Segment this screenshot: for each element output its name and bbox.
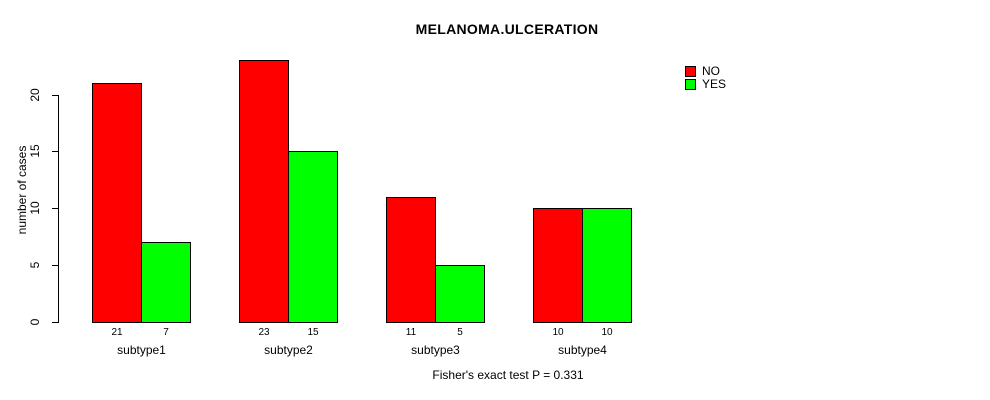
y-axis-tick [52,151,58,152]
bar-subtype2-yes [288,151,338,323]
y-axis-line [58,95,59,323]
y-axis-label: number of cases [15,145,29,235]
bar-subtype3-no [386,197,436,323]
bar-value-subtype3-yes: 5 [457,327,463,338]
legend: NO YES [685,65,726,91]
y-axis-tick-label: 10 [28,201,42,215]
y-axis-tick-label: 20 [28,88,42,102]
y-axis-tick [52,208,58,209]
y-axis-tick-label: 15 [28,144,42,158]
bar-subtype3-yes [435,265,485,323]
bar-value-subtype4-no: 10 [552,327,564,338]
legend-label-yes: YES [702,77,727,91]
legend-swatch-yes-icon [685,79,696,90]
chart-title: MELANOMA.ULCERATION [415,21,599,37]
bar-value-subtype1-no: 21 [111,327,123,338]
annotation-text: Fisher's exact test P = 0.331 [432,368,584,382]
y-axis-tick [52,265,58,266]
y-axis-tick-label: 5 [28,261,42,269]
bar-subtype4-yes [582,208,632,323]
bar-value-subtype1-yes: 7 [163,327,169,338]
bar-subtype1-yes [141,242,191,323]
bar-subtype1-no [92,83,142,323]
legend-item-yes: YES [685,78,726,91]
bar-subtype4-no [533,208,583,323]
legend-swatch-no-icon [685,66,696,77]
category-label-subtype2: subtype2 [264,343,313,357]
category-label-subtype1: subtype1 [117,343,166,357]
y-axis-tick [52,95,58,96]
bar-value-subtype4-yes: 10 [601,327,613,338]
bar-subtype2-no [239,60,289,323]
category-label-subtype3: subtype3 [411,343,460,357]
legend-item-no: NO [685,65,726,78]
y-axis-tick [52,322,58,323]
legend-label-no: NO [702,64,720,78]
y-axis-tick-label: 0 [28,318,42,326]
bar-value-subtype2-no: 23 [258,327,270,338]
bar-value-subtype2-yes: 15 [307,327,319,338]
category-label-subtype4: subtype4 [558,343,607,357]
bar-value-subtype3-no: 11 [405,327,417,338]
